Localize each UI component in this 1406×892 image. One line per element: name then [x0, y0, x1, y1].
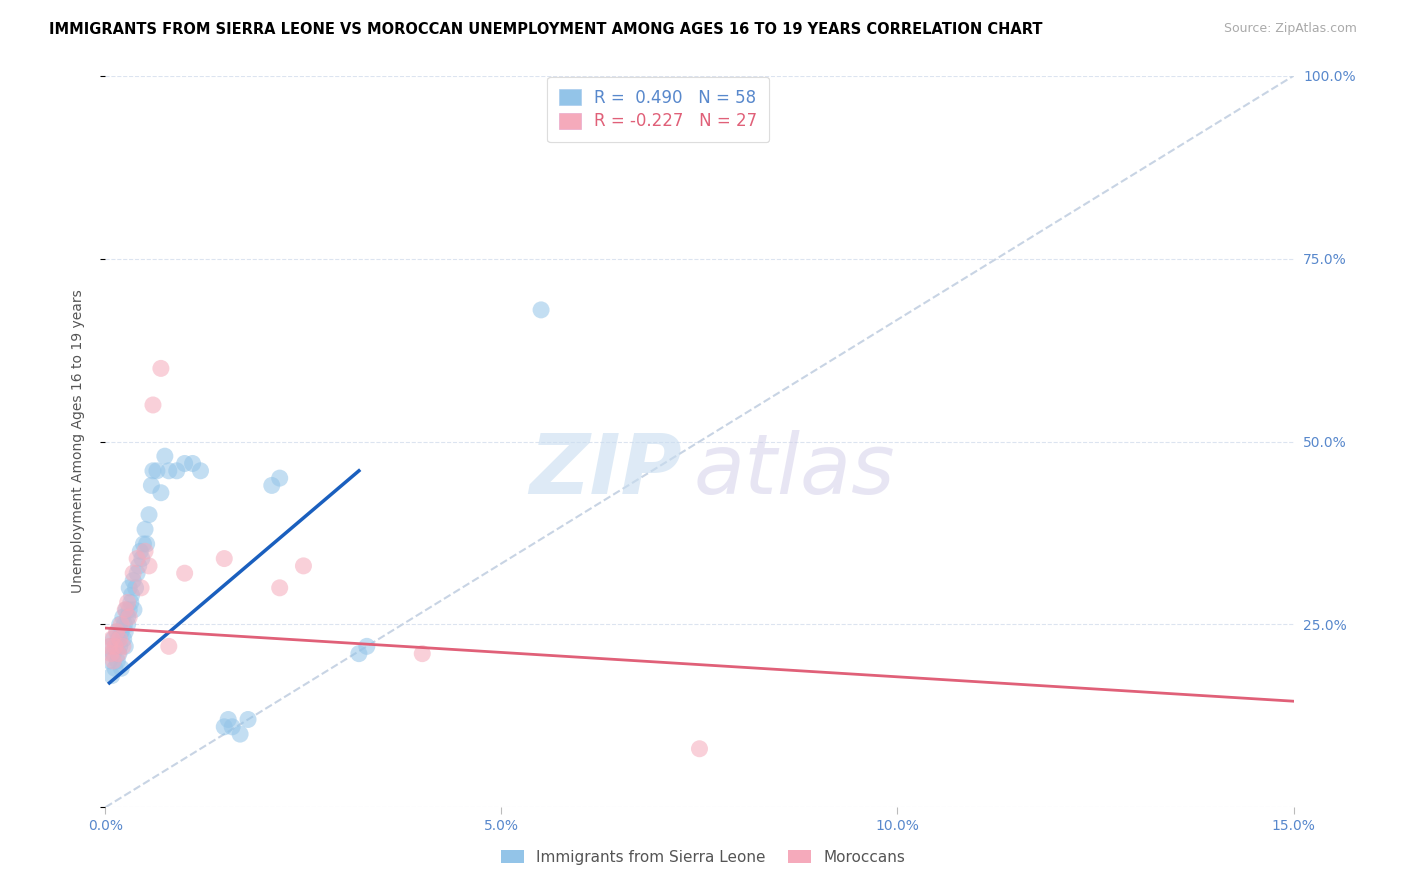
Point	[129, 581, 152, 595]
Point	[118, 603, 141, 617]
Point	[118, 581, 141, 595]
Text: ZIP: ZIP	[529, 430, 682, 511]
Point	[173, 566, 195, 581]
Point	[111, 640, 134, 654]
Point	[214, 720, 236, 734]
Point	[111, 610, 134, 624]
Point	[105, 624, 128, 639]
Point	[104, 640, 127, 654]
Point	[221, 720, 243, 734]
Point	[129, 544, 152, 558]
Point	[153, 449, 176, 463]
Point	[101, 668, 124, 682]
Point	[110, 661, 132, 675]
Point	[181, 457, 204, 471]
Point	[104, 640, 127, 654]
Point	[530, 302, 553, 317]
Point	[98, 640, 121, 654]
Point	[117, 595, 139, 609]
Point	[122, 603, 145, 617]
Point	[104, 661, 127, 675]
Legend: Immigrants from Sierra Leone, Moroccans: Immigrants from Sierra Leone, Moroccans	[495, 844, 911, 871]
Point	[122, 574, 145, 588]
Point	[214, 551, 236, 566]
Point	[157, 464, 180, 478]
Point	[138, 558, 160, 573]
Point	[108, 640, 131, 654]
Point	[108, 647, 131, 661]
Y-axis label: Unemployment Among Ages 16 to 19 years: Unemployment Among Ages 16 to 19 years	[70, 290, 84, 593]
Point	[149, 485, 172, 500]
Point	[98, 654, 121, 668]
Point	[269, 471, 291, 485]
Point	[217, 713, 239, 727]
Point	[128, 558, 150, 573]
Point	[135, 537, 157, 551]
Point	[146, 464, 169, 478]
Point	[127, 566, 149, 581]
Point	[134, 544, 156, 558]
Point	[134, 522, 156, 536]
Text: atlas: atlas	[693, 430, 896, 511]
Point	[190, 464, 212, 478]
Point	[115, 603, 138, 617]
Point	[108, 632, 131, 646]
Point	[229, 727, 252, 741]
Point	[114, 624, 136, 639]
Point	[236, 713, 259, 727]
Point	[114, 603, 136, 617]
Point	[117, 610, 139, 624]
Point	[105, 624, 128, 639]
Point	[173, 457, 195, 471]
Point	[157, 640, 180, 654]
Point	[118, 610, 141, 624]
Point	[141, 478, 163, 492]
Legend: R =  0.490   N = 58, R = -0.227   N = 27: R = 0.490 N = 58, R = -0.227 N = 27	[547, 77, 769, 142]
Point	[124, 581, 146, 595]
Point	[103, 647, 125, 661]
Point	[103, 654, 125, 668]
Point	[166, 464, 188, 478]
Point	[108, 617, 131, 632]
Point	[122, 566, 145, 581]
Point	[120, 595, 142, 609]
Point	[347, 647, 370, 661]
Text: IMMIGRANTS FROM SIERRA LEONE VS MOROCCAN UNEMPLOYMENT AMONG AGES 16 TO 19 YEARS : IMMIGRANTS FROM SIERRA LEONE VS MOROCCAN…	[49, 22, 1043, 37]
Text: Source: ZipAtlas.com: Source: ZipAtlas.com	[1223, 22, 1357, 36]
Point	[101, 632, 124, 646]
Point	[689, 741, 711, 756]
Point	[107, 632, 129, 646]
Point	[110, 617, 132, 632]
Point	[110, 624, 132, 639]
Point	[117, 617, 139, 632]
Point	[114, 640, 136, 654]
Point	[127, 551, 149, 566]
Point	[105, 654, 128, 668]
Point	[269, 581, 291, 595]
Point	[142, 398, 165, 412]
Point	[411, 647, 433, 661]
Point	[121, 588, 143, 602]
Point	[131, 551, 153, 566]
Point	[107, 647, 129, 661]
Point	[100, 640, 122, 654]
Point	[138, 508, 160, 522]
Point	[292, 558, 315, 573]
Point	[103, 632, 125, 646]
Point	[132, 537, 155, 551]
Point	[142, 464, 165, 478]
Point	[149, 361, 172, 376]
Point	[260, 478, 283, 492]
Point	[100, 647, 122, 661]
Point	[356, 640, 378, 654]
Point	[114, 617, 136, 632]
Point	[112, 632, 135, 646]
